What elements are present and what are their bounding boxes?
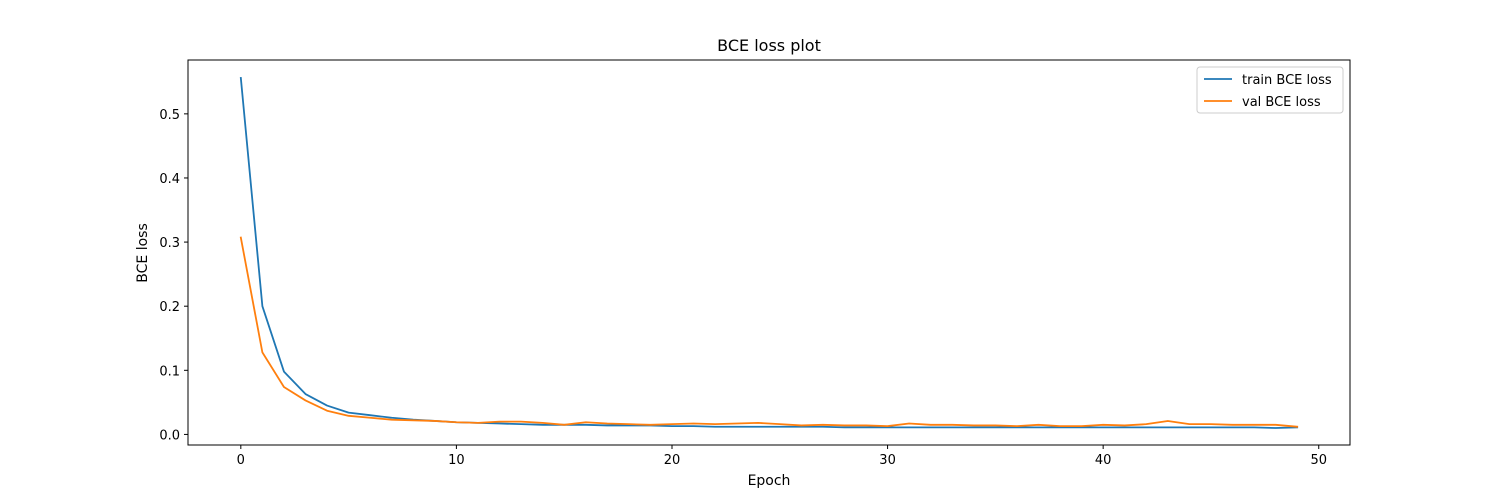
legend: train BCE loss val BCE loss xyxy=(1196,66,1344,114)
x-tick-label: 40 xyxy=(1095,453,1112,468)
legend-box xyxy=(1196,66,1344,114)
legend-label: train BCE loss xyxy=(1242,73,1332,88)
chart-title: BCE loss plot xyxy=(717,36,821,55)
y-tick-label: 0.5 xyxy=(159,108,180,123)
series-line-train xyxy=(239,76,1299,429)
x-axis-label: Epoch xyxy=(748,473,791,489)
x-tick-label: 50 xyxy=(1310,453,1327,468)
y-axis-ticks: 0.0 0.1 0.2 0.3 0.4 0.5 xyxy=(159,108,188,443)
y-tick-label: 0.4 xyxy=(159,172,180,187)
y-tick-label: 0.2 xyxy=(159,300,180,315)
legend-label: val BCE loss xyxy=(1242,95,1321,110)
x-tick-label: 10 xyxy=(448,453,465,468)
x-axis-ticks: 0 10 20 30 40 50 xyxy=(237,445,1327,468)
x-tick-label: 30 xyxy=(879,453,896,468)
y-axis-label: BCE loss xyxy=(135,223,151,282)
y-tick-label: 0.1 xyxy=(159,364,180,379)
y-tick-label: 0.3 xyxy=(159,236,180,251)
series-lines xyxy=(239,76,1299,429)
x-tick-label: 20 xyxy=(664,453,681,468)
series-line-val xyxy=(239,236,1299,428)
plot-area-frame xyxy=(187,59,1351,446)
x-tick-label: 0 xyxy=(237,453,245,468)
y-tick-label: 0.0 xyxy=(159,428,180,443)
